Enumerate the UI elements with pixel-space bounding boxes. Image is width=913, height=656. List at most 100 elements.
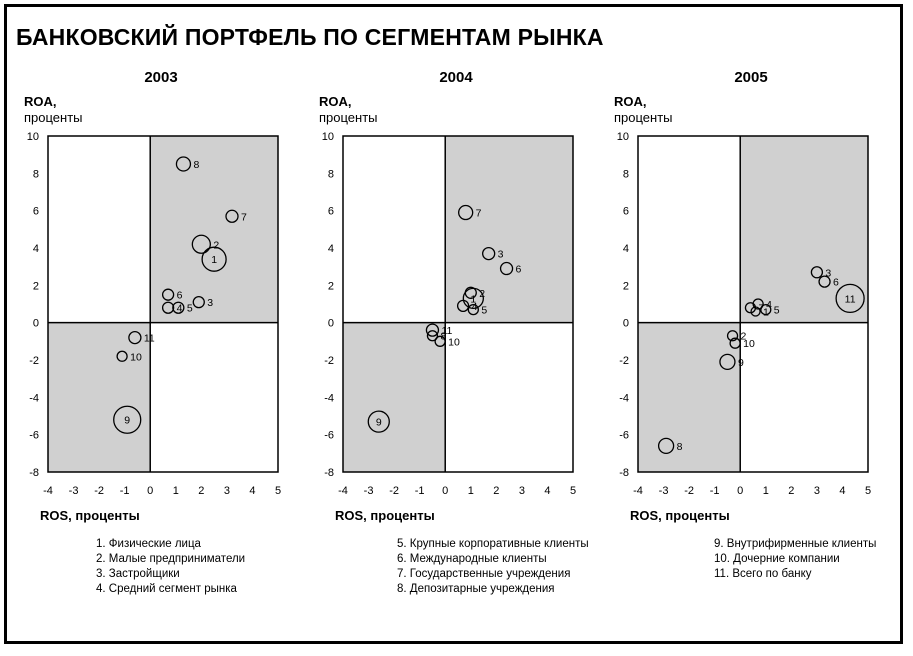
y-tick-label: 2 bbox=[33, 280, 39, 292]
x-tick-label: 4 bbox=[839, 485, 845, 497]
data-label-8: 8 bbox=[440, 331, 446, 343]
x-tick-label: -1 bbox=[415, 485, 425, 497]
legend-column-2: 5. Крупные корпоративные клиенты 6. Межд… bbox=[397, 537, 589, 597]
data-label-10: 10 bbox=[448, 336, 460, 348]
y-tick-label: 10 bbox=[27, 131, 39, 143]
data-point-2 bbox=[464, 286, 477, 299]
x-tick-label: -4 bbox=[43, 485, 53, 497]
y-tick-label: -6 bbox=[619, 430, 629, 442]
shaded-quadrant-bottom-left bbox=[48, 322, 151, 472]
y-tick-label: -8 bbox=[324, 467, 334, 479]
data-label-9: 9 bbox=[738, 357, 744, 369]
x-tick-label: 3 bbox=[814, 485, 820, 497]
data-label-6: 6 bbox=[516, 264, 522, 276]
y-tick-label: 8 bbox=[33, 168, 39, 180]
data-label-8: 8 bbox=[193, 159, 199, 171]
data-point-3 bbox=[810, 266, 824, 279]
shaded-quadrant-bottom-left bbox=[343, 322, 446, 472]
data-label-3: 3 bbox=[207, 297, 213, 309]
y-tick-label: 6 bbox=[328, 206, 334, 218]
data-label-7: 7 bbox=[241, 211, 247, 223]
y-tick-label: -2 bbox=[619, 355, 629, 367]
x-tick-label: -2 bbox=[94, 485, 104, 497]
y-tick-label: 4 bbox=[33, 243, 39, 255]
data-point-7 bbox=[458, 204, 474, 221]
data-point-5 bbox=[760, 303, 772, 316]
y-tick-label: 2 bbox=[328, 280, 334, 292]
data-label-11: 11 bbox=[845, 293, 856, 305]
data-point-10 bbox=[434, 335, 446, 347]
data-label-4: 4 bbox=[177, 303, 183, 315]
data-point-6 bbox=[818, 275, 831, 288]
x-tick-label: 1 bbox=[468, 485, 474, 497]
data-point-9 bbox=[113, 405, 142, 434]
shaded-quadrant-top-right bbox=[150, 136, 278, 323]
x-tick-label: 1 bbox=[173, 485, 179, 497]
legend-item: 11. Всего по банку bbox=[714, 568, 812, 580]
data-point-8 bbox=[426, 330, 439, 342]
x-tick-label: 2 bbox=[493, 485, 499, 497]
y-tick-label: -4 bbox=[619, 392, 629, 404]
x-tick-label: 5 bbox=[275, 485, 281, 497]
x-tick-label: 0 bbox=[442, 485, 448, 497]
y-tick-label: 4 bbox=[328, 243, 334, 255]
data-label-6: 6 bbox=[177, 290, 183, 302]
x-tick-label: -3 bbox=[364, 485, 374, 497]
legend-item: 1. Физические лица bbox=[96, 538, 201, 550]
page-title: БАНКОВСКИЙ ПОРТФЕЛЬ ПО СЕГМЕНТАМ РЫНКА bbox=[16, 24, 604, 50]
x-tick-label: 2 bbox=[788, 485, 794, 497]
data-label-6: 6 bbox=[833, 277, 839, 289]
data-point-9 bbox=[367, 410, 390, 433]
x-tick-label: 4 bbox=[544, 485, 550, 497]
x-tick-label: -2 bbox=[684, 485, 694, 497]
x-tick-label: 3 bbox=[224, 485, 230, 497]
data-label-10: 10 bbox=[743, 338, 755, 350]
data-point-8 bbox=[657, 437, 675, 455]
legend-item: 8. Депозитарные учреждения bbox=[397, 583, 555, 595]
data-label-2: 2 bbox=[479, 288, 485, 300]
y-tick-label: -2 bbox=[29, 355, 39, 367]
data-label-7: 7 bbox=[758, 303, 764, 315]
data-label-10: 10 bbox=[130, 351, 142, 363]
data-label-7: 7 bbox=[476, 208, 482, 220]
data-point-10 bbox=[729, 337, 741, 349]
y-tick-label: -2 bbox=[324, 355, 334, 367]
legend-item: 10. Дочерние компании bbox=[714, 553, 840, 565]
shaded-quadrant-top-right bbox=[740, 136, 868, 323]
x-tick-label: -3 bbox=[69, 485, 79, 497]
y-axis-label-unit: проценты bbox=[319, 110, 378, 125]
data-label-4: 4 bbox=[766, 299, 772, 311]
data-point-7 bbox=[744, 302, 757, 314]
data-label-4: 4 bbox=[472, 301, 478, 313]
y-tick-label: 6 bbox=[623, 206, 629, 218]
y-tick-label: -4 bbox=[324, 392, 334, 404]
data-label-2: 2 bbox=[213, 239, 219, 251]
y-tick-label: 10 bbox=[617, 131, 629, 143]
y-tick-label: -6 bbox=[324, 430, 334, 442]
x-tick-label: -2 bbox=[389, 485, 399, 497]
data-point-6 bbox=[499, 261, 514, 276]
y-tick-label: 6 bbox=[33, 206, 39, 218]
data-label-5: 5 bbox=[774, 305, 780, 317]
data-label-5: 5 bbox=[481, 305, 487, 317]
plot-frame bbox=[637, 135, 869, 473]
data-label-11: 11 bbox=[144, 333, 155, 345]
y-tick-label: 10 bbox=[322, 131, 334, 143]
y-axis-label: ROA, bbox=[614, 94, 647, 109]
data-label-3: 3 bbox=[498, 249, 504, 261]
legend-item: 5. Крупные корпоративные клиенты bbox=[397, 538, 589, 550]
data-label-9: 9 bbox=[376, 417, 382, 429]
x-axis-label: ROS, проценты bbox=[40, 508, 140, 523]
x-tick-label: 1 bbox=[763, 485, 769, 497]
data-point-4 bbox=[161, 301, 175, 314]
y-axis-label-unit: проценты bbox=[24, 110, 83, 125]
y-tick-label: 2 bbox=[623, 280, 629, 292]
data-label-1: 1 bbox=[470, 293, 476, 305]
data-point-9 bbox=[719, 353, 736, 371]
data-point-5 bbox=[172, 301, 185, 314]
y-axis-label: ROA, bbox=[24, 94, 57, 109]
x-tick-label: 4 bbox=[249, 485, 255, 497]
